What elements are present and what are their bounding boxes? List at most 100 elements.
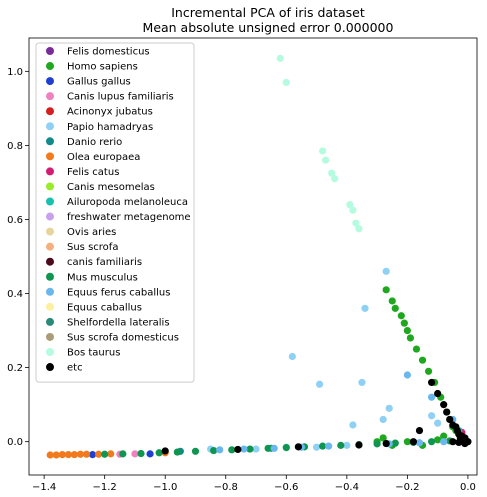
data-point [234,445,242,454]
data-point [191,447,200,455]
legend-marker [46,332,54,341]
legend-label: Equus caballus [67,302,142,313]
legend-label: Equus ferus caballus [67,287,170,298]
legend-label: canis familiaris [67,257,142,268]
legend-marker [46,182,54,191]
data-point [355,441,363,449]
legend-label: Ovis aries [67,227,116,238]
data-point [173,448,181,456]
data-point [427,438,436,446]
data-point [415,439,424,447]
x-tick-label: −1.4 [32,482,56,493]
data-point [76,450,85,458]
data-point [282,78,290,87]
data-point [137,449,145,458]
axes: −1.4 −1.2 −1.0 −0.8 −0.6 −0.4 −0.2 0.0 0.0 0.2 0.4… [7,67,476,493]
legend-marker [46,47,54,55]
legend-marker [46,167,54,176]
data-point [403,438,411,446]
data-point [228,446,236,454]
legend-marker [46,272,54,281]
legend-label: Ailuropoda melanoleuca [67,197,188,208]
legend-label: Sus scrofa [67,242,118,253]
data-point [88,451,97,459]
y-tick-label: 0.0 [7,437,23,448]
data-point [325,442,333,450]
legend-marker [46,317,54,326]
data-point [361,304,369,312]
data-point [119,450,127,458]
data-point [379,434,387,442]
data-point [216,446,224,454]
data-point [412,345,421,353]
data-point [343,441,351,449]
data-point [288,352,296,361]
y-tick-label: 0.2 [7,363,23,374]
data-point [52,451,60,459]
legend-label: Shelfordella lateralis [67,317,170,328]
data-point [131,450,139,458]
data-point [385,404,393,412]
y-tick-label: 1.0 [7,67,23,78]
data-point [46,451,54,459]
x-tick-label: −0.6 [274,482,298,493]
legend-marker [46,363,54,372]
legend-label: Sus scrofa domesticus [67,332,179,343]
data-point [424,367,433,375]
x-tick-label: −0.4 [335,482,359,493]
legend-label: Canis lupus familiaris [67,92,174,103]
data-point [388,297,396,305]
data-point [382,286,390,294]
y-tick-label: 0.4 [7,289,23,300]
data-point [427,378,436,387]
data-point [349,421,357,429]
data-point [446,415,454,424]
data-point [400,319,408,327]
legend-label: etc [67,363,83,374]
x-tick-label: −0.2 [395,482,419,493]
data-point [328,169,336,177]
legend-label: Bos taurus [67,348,120,359]
legend-label: Canis mesomelas [67,182,155,193]
x-tick-label: 0.0 [460,482,476,493]
data-point [434,436,442,444]
legend-marker [46,137,54,146]
legend-marker [46,287,54,296]
legend-marker [46,77,54,86]
x-tick-label: −1.2 [93,482,117,493]
legend-label: Gallus gallus [67,77,131,88]
data-point [391,439,399,447]
legend-label: freshwater metagenome [67,212,191,223]
legend-marker [46,92,54,101]
data-point [312,443,321,451]
chart-title: Incremental PCA of iris dataset [171,5,365,20]
data-point [406,334,415,342]
data-point [319,442,327,450]
legend-marker [46,212,54,221]
legend-marker [46,197,54,206]
data-point [427,393,436,401]
data-point [331,175,339,183]
legend-label: Homo sapiens [67,62,138,73]
data-point [358,378,366,387]
legend-marker [46,257,54,266]
legend-label: Mus musculus [67,272,138,283]
plot-area [46,54,472,459]
data-point [456,434,464,442]
legend-label: Papio hamadryas [67,122,153,133]
data-point [270,444,278,452]
data-point [146,450,154,458]
legend-marker [46,348,54,356]
data-point [252,445,260,453]
data-point [440,401,448,409]
data-point [415,426,424,435]
data-point [276,54,284,62]
data-point [427,412,436,420]
data-point [403,326,411,335]
data-point [337,441,345,449]
data-point [346,201,354,209]
data-point [70,451,79,459]
legend-label: Olea europaea [67,152,140,163]
data-point [315,380,324,388]
data-point [349,206,357,214]
